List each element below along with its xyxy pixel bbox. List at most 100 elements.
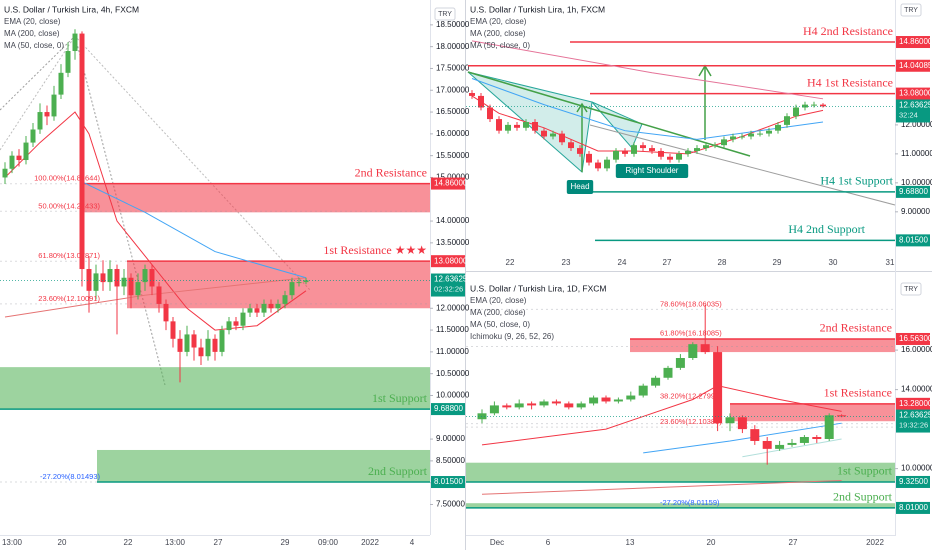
candle-body [766, 130, 772, 134]
candle-body [775, 124, 781, 131]
legend-entry: MA (200, close) [4, 29, 60, 38]
chart-title: U.S. Dollar / Turkish Lira, 1h, FXCM [470, 4, 605, 14]
currency-box [900, 3, 922, 17]
x-tick-label: 22 [506, 258, 515, 267]
candle-body [496, 119, 502, 131]
legend-entry: MA (50, close, 0) [470, 41, 530, 50]
y-tick-label: 9.00000 [436, 434, 465, 443]
candle-body [86, 269, 92, 291]
candle-body [478, 95, 484, 108]
currency: TRY [904, 7, 918, 14]
price-box-label: 8.01500 [434, 477, 463, 486]
candle-body [685, 150, 691, 154]
candle-body [489, 405, 499, 414]
currency-box [900, 282, 922, 296]
candle-body [613, 150, 619, 160]
price-box [896, 234, 930, 247]
y-tick-label: 14.00000 [436, 216, 470, 225]
x-tick-label: 27 [214, 538, 223, 547]
price-box [896, 332, 930, 345]
annotation: H4 1st Support [820, 174, 893, 188]
candle-body [51, 94, 57, 117]
candle-body [268, 303, 274, 309]
candle-body [688, 344, 698, 359]
candle-body [601, 397, 611, 402]
candle-body [631, 145, 637, 154]
candle-body [212, 338, 218, 352]
candle-body [156, 286, 162, 304]
candle-body [65, 51, 71, 73]
y-tick-label: 15.00000 [436, 173, 470, 182]
y-tick-label: 11.00000 [901, 149, 932, 158]
x-tick-label: 6 [546, 538, 551, 547]
candle-body [16, 155, 22, 161]
currency-box [434, 7, 456, 21]
candle-body [757, 133, 763, 135]
candle-body [626, 395, 636, 400]
candle-body [177, 338, 183, 352]
y-tick-label: 13.50000 [436, 238, 470, 247]
price-box-label: 14.04085 [899, 61, 932, 70]
annotation: H4 2nd Support [788, 222, 865, 236]
x-tick-label: 13 [626, 538, 635, 547]
candle-body [233, 321, 239, 326]
countdown: 19:32:26 [899, 421, 928, 430]
candle-body [226, 321, 232, 331]
zone [630, 338, 895, 353]
last-price-box [896, 409, 930, 433]
y-tick-label: 12.00000 [901, 120, 932, 129]
candle-body [37, 112, 43, 130]
x-tick-label: 29 [773, 258, 782, 267]
last-price-label: 12.63625 [899, 411, 932, 420]
candle-body [837, 415, 847, 417]
x-tick-label: 4 [410, 538, 415, 547]
y-tick-label: 7.50000 [436, 500, 465, 509]
candle-body [163, 303, 169, 322]
zone [730, 403, 895, 422]
y-tick-label: 18.50000 [436, 20, 470, 29]
price-box-label: 14.86000 [899, 37, 932, 46]
candle-body [114, 269, 120, 287]
pattern-label: Right Shoulder [626, 166, 679, 175]
zone-label: 2nd Support [368, 464, 428, 478]
x-tick-label: 2022 [361, 538, 379, 547]
pattern-shape [591, 101, 643, 149]
indicator-line [471, 40, 824, 100]
y-tick-label: 10.00000 [901, 464, 932, 473]
price-box-label: 14.86000 [434, 179, 468, 188]
last-price-label: 12.63625 [899, 101, 932, 110]
price-box-label: 9.68800 [899, 187, 928, 196]
price-box-label: 9.68800 [434, 404, 463, 413]
y-tick-label: 11.00000 [436, 347, 469, 356]
zone-label: 1st Resistance ★★★ [323, 243, 427, 257]
legend-entry: Ichimoku (9, 26, 52, 26) [470, 332, 554, 341]
indicator-line [643, 422, 842, 454]
zone [0, 367, 430, 410]
candle-body [775, 444, 785, 449]
y-tick-label: 15.50000 [436, 151, 470, 160]
x-tick-label: 20 [707, 538, 716, 547]
indicator-line [471, 78, 824, 140]
x-tick-label: 2022 [866, 538, 884, 547]
currency: TRY [438, 11, 452, 18]
zone [82, 183, 430, 213]
legend-entry: MA (50, close, 0) [470, 320, 530, 329]
candle-body [589, 397, 599, 404]
zone-label: 2nd Resistance [820, 321, 892, 335]
legend-entry: MA (50, close, 0) [4, 41, 64, 50]
candle-body [640, 145, 646, 149]
y-tick-label: 17.50000 [436, 64, 470, 73]
indicator-line [4, 277, 307, 318]
candle-body [564, 403, 574, 408]
candle-body [799, 437, 809, 443]
candle-body [261, 303, 267, 313]
legend-entry: EMA (20, close) [4, 17, 61, 26]
y-tick-label: 18.00000 [436, 42, 470, 51]
candle-body [247, 308, 253, 313]
price-box [896, 87, 930, 100]
pattern-label: er [470, 155, 477, 164]
plot [466, 304, 895, 509]
candle-body [550, 133, 556, 137]
price-box-label: 16.56300 [899, 334, 932, 343]
